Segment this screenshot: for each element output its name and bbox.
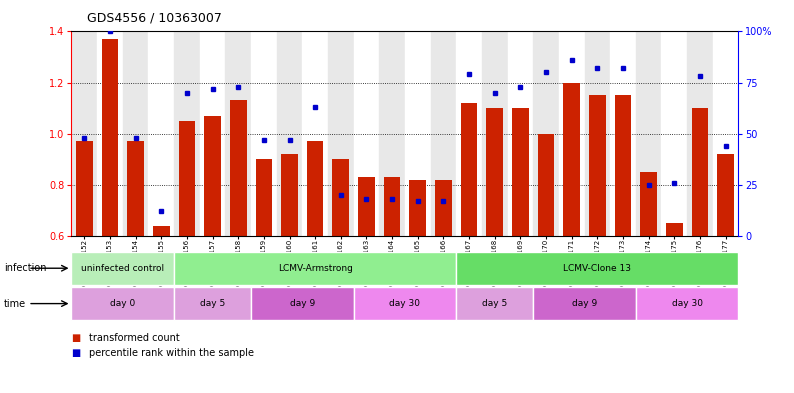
Bar [640,172,657,236]
Bar [563,83,580,236]
Bar [229,101,246,236]
Bar [507,31,534,236]
Bar [306,141,323,236]
Bar [584,31,610,236]
Bar [200,31,225,236]
Bar [384,177,400,236]
Bar [328,31,353,236]
Bar [435,180,452,236]
Text: ■: ■ [71,333,81,343]
Bar [482,31,507,236]
Bar [353,31,380,236]
Bar [71,252,174,285]
Bar [534,287,636,320]
Text: day 9: day 9 [572,299,597,308]
Bar [333,159,349,236]
Bar [538,134,554,236]
Bar [457,287,534,320]
Text: GDS4556 / 10363007: GDS4556 / 10363007 [87,12,222,25]
Bar [281,154,298,236]
Bar [353,287,457,320]
Text: infection: infection [4,263,47,273]
Bar [713,31,738,236]
Bar [256,159,272,236]
Bar [174,31,200,236]
Text: LCMV-Armstrong: LCMV-Armstrong [278,264,353,273]
Bar [636,31,661,236]
Bar [102,39,118,236]
Text: day 9: day 9 [290,299,315,308]
Text: day 30: day 30 [389,299,421,308]
Bar [692,108,708,236]
Bar [174,252,457,285]
Bar [461,103,477,236]
Text: ■: ■ [71,347,81,358]
Bar [457,31,482,236]
Text: day 30: day 30 [672,299,703,308]
Bar [405,31,430,236]
Text: uninfected control: uninfected control [81,264,164,273]
Bar [179,121,195,236]
Bar [358,177,375,236]
Bar [666,223,683,236]
Bar [251,287,353,320]
Bar [204,116,221,236]
Bar [76,141,93,236]
Bar [380,31,405,236]
Bar [487,108,503,236]
Text: percentile rank within the sample: percentile rank within the sample [89,347,254,358]
Bar [71,287,174,320]
Bar [97,31,123,236]
Bar [71,31,97,236]
Bar [430,31,457,236]
Bar [717,154,734,236]
Bar [174,287,251,320]
Bar [636,287,738,320]
Bar [276,31,303,236]
Bar [687,31,713,236]
Bar [127,141,144,236]
Bar [615,95,631,236]
Bar [610,31,636,236]
Bar [559,31,584,236]
Bar [153,226,170,236]
Bar [148,31,174,236]
Bar [589,95,606,236]
Text: time: time [4,299,26,309]
Bar [123,31,148,236]
Bar [512,108,529,236]
Text: day 5: day 5 [200,299,225,308]
Bar [251,31,276,236]
Bar [410,180,426,236]
Bar [661,31,687,236]
Bar [534,31,559,236]
Text: day 0: day 0 [110,299,136,308]
Bar [457,252,738,285]
Bar [303,31,328,236]
Bar [225,31,251,236]
Text: transformed count: transformed count [89,333,179,343]
Text: day 5: day 5 [482,299,507,308]
Text: LCMV-Clone 13: LCMV-Clone 13 [563,264,631,273]
